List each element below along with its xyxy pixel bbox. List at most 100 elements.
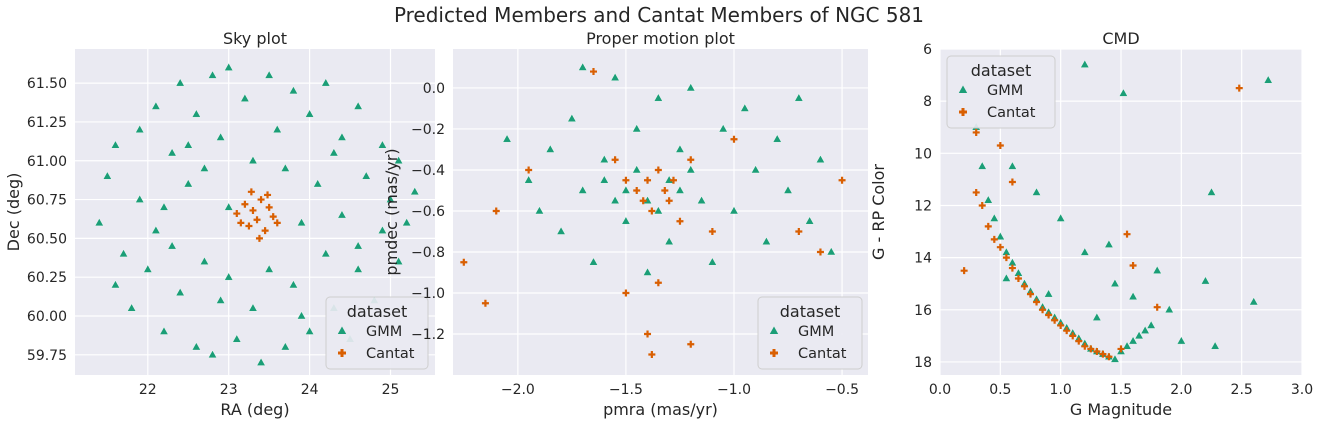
sky-y-tick-label: 60.75 bbox=[27, 193, 67, 209]
cmd-cantat-point bbox=[972, 128, 980, 136]
pm-y-tick-label: 0.0 bbox=[423, 81, 445, 97]
sky-y-tick-label: 60.50 bbox=[27, 231, 67, 247]
sky-y-tick-label: 59.75 bbox=[27, 348, 67, 364]
sky-gmm-point bbox=[135, 194, 145, 203]
cmd-cantat-point bbox=[1235, 84, 1243, 92]
cmd-legend-title: dataset bbox=[971, 61, 1032, 80]
pm-cantat-point bbox=[816, 248, 824, 256]
sky-cantat-point bbox=[261, 227, 269, 235]
cmd-gmm-point bbox=[1031, 187, 1042, 196]
cmd-y-tick-label: 16 bbox=[914, 303, 932, 319]
cmd-cantat-point bbox=[1057, 321, 1065, 329]
pm-gmm-point bbox=[610, 72, 620, 81]
pm-cantat-point bbox=[644, 176, 652, 184]
sky-cantat-point bbox=[245, 222, 253, 230]
pm-cantat-point bbox=[648, 350, 656, 358]
cmd-cantat-point bbox=[1087, 345, 1095, 353]
pm-gmm-point bbox=[740, 103, 750, 112]
sky-gmm-point bbox=[321, 249, 331, 258]
sky-x-tick-label: 24 bbox=[301, 382, 319, 398]
sky-gmm-point bbox=[159, 326, 169, 335]
pm-cantat-point bbox=[687, 340, 695, 348]
sky-gmm-point bbox=[256, 357, 266, 366]
sky-gmm-point bbox=[296, 311, 307, 320]
pm-gmm-point bbox=[545, 144, 555, 153]
pm-gmm-point bbox=[599, 175, 609, 184]
cmd-gmm-point bbox=[1134, 330, 1144, 340]
pm-gmm-point bbox=[718, 124, 728, 133]
pm-cantat-point bbox=[795, 227, 803, 235]
cmd-cantat-point bbox=[1069, 332, 1077, 340]
cmd-gmm-point bbox=[995, 231, 1005, 240]
cmd-cantat-point bbox=[1093, 348, 1101, 356]
cmd-y-tick-label: 14 bbox=[914, 251, 932, 267]
cmd-cantat-point bbox=[1081, 342, 1089, 350]
cmd-panel-title: CMD bbox=[1102, 29, 1139, 48]
cmd-cantat-point bbox=[1008, 264, 1016, 272]
cmd-cantat-point bbox=[1020, 282, 1028, 290]
pm-gmm-point bbox=[772, 134, 782, 143]
pm-cantat-point bbox=[665, 197, 673, 205]
sky-gmm-point bbox=[167, 241, 177, 250]
pm-cantat-point bbox=[654, 279, 662, 287]
cmd-markers bbox=[960, 59, 1273, 363]
sky-gmm-point bbox=[151, 101, 161, 110]
pm-gmm-point bbox=[794, 93, 804, 102]
cmd-panel: 0.0 0.5 1.0 1.5 2.0 2.5 3.0 6 8 10 12 14 16 18 CMD G Ma… bbox=[869, 29, 1313, 419]
pm-cantat-point bbox=[611, 156, 619, 164]
cmd-gmm-point bbox=[977, 161, 987, 170]
sky-gmm-point bbox=[232, 334, 242, 343]
sky-cantat-point bbox=[237, 219, 245, 227]
sky-y-tick-label: 60.25 bbox=[27, 270, 67, 286]
cmd-gmm-point bbox=[1104, 239, 1114, 248]
cmd-cantat-point bbox=[1014, 275, 1022, 283]
cmd-gmm-point bbox=[1044, 289, 1054, 298]
cmd-gmm-point bbox=[1206, 187, 1217, 196]
pm-cantat-point bbox=[589, 68, 597, 76]
pm-cantat-point bbox=[730, 135, 738, 143]
cmd-legend-gmm-icon bbox=[958, 85, 968, 93]
sky-gmm-point bbox=[264, 70, 274, 79]
proper-motion-panel: −2.0 −1.5 −1.0 −0.5 −1.2 −1.0 −0.8 −0.6 −0.4 −0.2… bbox=[382, 29, 868, 419]
cmd-gmm-point bbox=[1140, 325, 1150, 334]
pm-x-tick-label: −1.0 bbox=[717, 382, 751, 398]
pm-cantat-point bbox=[622, 289, 630, 297]
sky-panel-title: Sky plot bbox=[223, 29, 287, 48]
sky-x-tick-label: 25 bbox=[382, 382, 400, 398]
sky-gmm-point bbox=[272, 124, 282, 133]
pm-gmm-point bbox=[621, 185, 631, 194]
sky-cantat-point bbox=[264, 191, 272, 199]
pm-gmm-point bbox=[815, 154, 825, 163]
pm-markers bbox=[460, 62, 846, 358]
sky-gmm-point bbox=[118, 249, 129, 258]
sky-gmm-point bbox=[191, 342, 201, 351]
pm-legend-cantat-icon bbox=[770, 349, 778, 357]
sky-gmm-point bbox=[394, 155, 404, 164]
pm-cantat-point bbox=[661, 186, 669, 194]
sky-cantat-point bbox=[269, 213, 277, 221]
cmd-gmm-point bbox=[1007, 161, 1017, 170]
cmd-cantat-point bbox=[1002, 254, 1010, 262]
cmd-cantat-point bbox=[972, 188, 980, 196]
cmd-gmm-point bbox=[1080, 59, 1090, 68]
pm-panel-title: Proper motion plot bbox=[586, 29, 735, 48]
pm-gmm-point bbox=[707, 257, 717, 266]
pm-cantat-point bbox=[669, 176, 677, 184]
cmd-gmm-point bbox=[1118, 88, 1128, 97]
sky-gmm-point bbox=[110, 140, 120, 149]
pm-cantat-point bbox=[644, 330, 652, 338]
sky-gmm-point bbox=[337, 132, 347, 141]
pm-gmm-point bbox=[761, 236, 771, 245]
cmd-cantat-point bbox=[1099, 350, 1107, 358]
cmd-gmm-point bbox=[1080, 247, 1090, 256]
sky-gmm-point bbox=[377, 140, 387, 149]
sky-gmm-point bbox=[377, 225, 387, 234]
cmd-gmm-point bbox=[1122, 341, 1132, 350]
sky-gmm-point bbox=[296, 217, 307, 227]
sky-gmm-point bbox=[264, 264, 274, 273]
pm-gmm-point bbox=[686, 165, 696, 174]
pm-y-tick-label: −0.4 bbox=[411, 163, 445, 179]
sky-gmm-point bbox=[280, 342, 290, 351]
sky-gmm-point bbox=[361, 171, 371, 180]
sky-gmm-point bbox=[102, 171, 112, 180]
